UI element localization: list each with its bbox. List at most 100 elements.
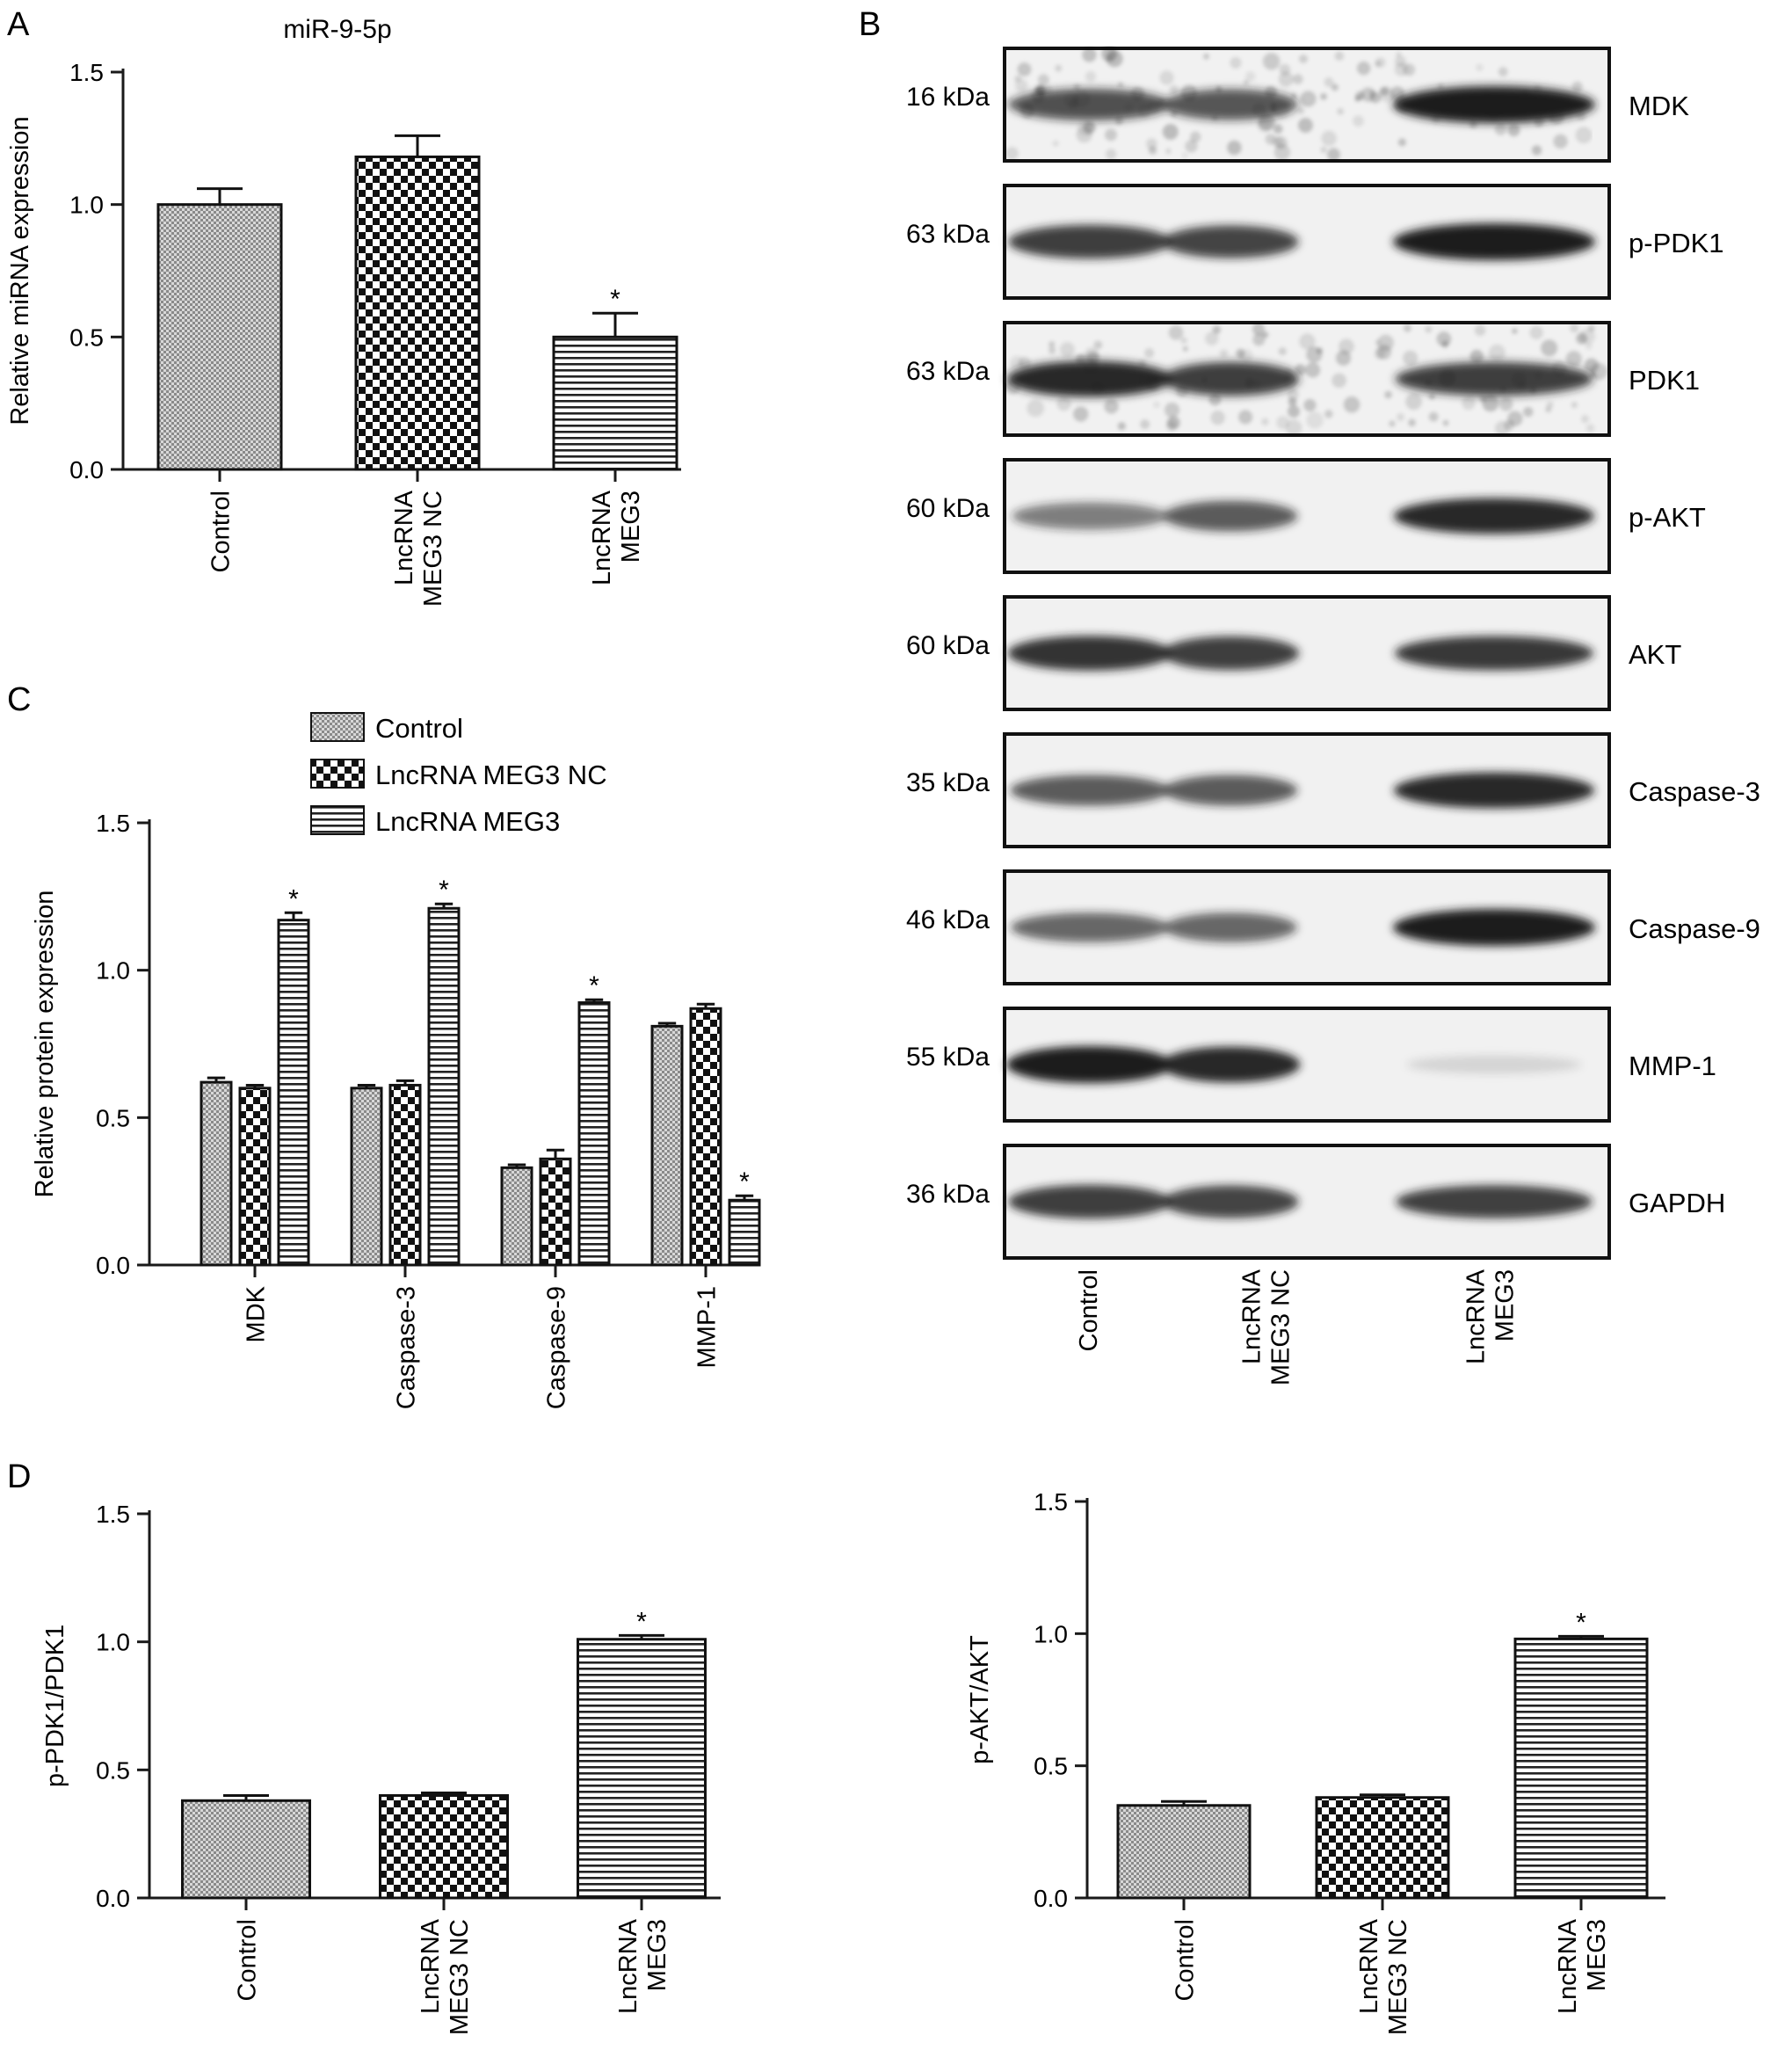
x-tick-label: MMP-1 <box>693 1286 721 1368</box>
x-tick-label: LncRNA <box>588 490 616 585</box>
blot-noise-speck <box>1405 393 1422 411</box>
blot-noise-speck <box>1384 390 1392 399</box>
blot-noise-speck <box>1238 410 1253 425</box>
blot-band <box>1164 912 1297 942</box>
bar-0 <box>181 1799 311 1900</box>
x-tick-label: Caspase-3 <box>392 1286 420 1409</box>
blot-noise-speck <box>1396 51 1402 58</box>
significance-mark: * <box>739 1167 750 1196</box>
blot-noise-speck <box>1085 347 1099 361</box>
y-tick-label: 0.0 <box>96 1252 130 1279</box>
blot-noise-speck <box>1300 91 1317 107</box>
blot-band <box>1161 361 1300 396</box>
blot-band <box>1007 636 1172 671</box>
y-tick-label: 0.5 <box>96 1104 130 1131</box>
blot-protein-label: PDK1 <box>1629 365 1700 396</box>
blot-noise-speck <box>1278 71 1294 87</box>
blot-noise-speck <box>1261 331 1269 338</box>
blot-band <box>1006 360 1173 397</box>
blot-noise-speck <box>1576 332 1588 345</box>
blot-noise-speck <box>1375 60 1382 68</box>
blot-noise-speck <box>1320 146 1327 154</box>
blot-noise-speck <box>1117 82 1124 88</box>
blot-noise-speck <box>1553 134 1568 149</box>
blot-noise-speck <box>1059 342 1075 358</box>
blot-band <box>1010 774 1170 806</box>
blot-band <box>1163 500 1298 532</box>
blot-noise-speck <box>1165 148 1172 154</box>
blot-band <box>1393 498 1595 534</box>
blot-noise-speck <box>1056 396 1071 411</box>
blot-noise-speck <box>1324 76 1334 87</box>
blot-noise-speck <box>1037 74 1049 86</box>
bar-2 <box>1513 1637 1649 1900</box>
blot-noise-speck <box>1208 393 1222 406</box>
blot-noise-speck <box>1168 325 1184 340</box>
y-tick-label: 1.5 <box>96 810 130 837</box>
blot-noise-speck <box>1292 74 1303 84</box>
blot-noise-speck <box>1494 123 1507 135</box>
blot-band <box>1393 223 1595 260</box>
blot-noise-speck <box>1531 145 1542 156</box>
blot-noise-speck <box>1437 83 1444 90</box>
x-tick-label: Control <box>207 491 235 573</box>
panel-letter-c: C <box>7 681 31 718</box>
y-tick-label: 1.5 <box>1034 1488 1068 1516</box>
y-tick-label: 1.0 <box>69 192 104 219</box>
blot-noise-speck <box>1376 345 1392 360</box>
y-tick-label: 1.0 <box>96 957 130 985</box>
blot-noise-speck <box>1331 373 1346 389</box>
x-tick-label: LncRNA <box>614 1918 642 2014</box>
bar-0-1 <box>350 1087 383 1267</box>
blot-band <box>1009 89 1171 120</box>
blot-noise-speck <box>1529 325 1543 340</box>
blot-noise-speck <box>1288 405 1301 418</box>
blot-noise-speck <box>1585 424 1595 433</box>
bar-1 <box>354 155 481 471</box>
chart-c-protein-expression: 0.0 0.5 1.0 1.5 Relative protein expression *… <box>31 712 761 1409</box>
blot-noise-speck <box>1303 398 1317 412</box>
blot-noise-speck <box>1169 84 1179 95</box>
blot-noise-speck <box>1442 419 1449 426</box>
blot-noise-speck <box>1375 339 1381 345</box>
blot-noise-speck <box>1272 136 1283 148</box>
blot-noise-speck <box>1299 333 1316 350</box>
blot-noise-speck <box>1523 406 1534 418</box>
x-tick-label: MEG3 NC <box>446 1919 474 2035</box>
blot-noise-speck <box>1403 350 1419 366</box>
blot-lane-label: LncRNA <box>1462 1269 1491 1364</box>
blot-noise-speck <box>1085 70 1097 83</box>
panel-letter-b: B <box>859 6 881 43</box>
legend-swatch <box>310 805 365 835</box>
blot-size-label: 55 kDa <box>906 1043 990 1072</box>
blot-noise-speck <box>1104 128 1117 142</box>
y-tick-label: 1.5 <box>96 1501 130 1528</box>
blot-noise-speck <box>1396 412 1405 421</box>
blot-size-label: 63 kDa <box>906 357 990 386</box>
blot-noise-speck <box>1428 393 1435 400</box>
bar-1-0 <box>238 1087 272 1267</box>
blot-noise-speck <box>1230 56 1242 69</box>
blot-noise-speck <box>1244 71 1256 82</box>
blot-noise-speck <box>1049 346 1056 354</box>
blot-noise-speck <box>1185 140 1198 153</box>
blot-noise-speck <box>1257 117 1273 133</box>
blot-noise-speck <box>1212 325 1222 334</box>
y-tick-label: 1.5 <box>69 59 104 86</box>
blot-row-p-akt: 60 kDa p-AKT <box>906 458 1706 574</box>
x-tick-label: LncRNA <box>390 490 418 585</box>
chart-a-mir-9-5p: miR-9-5p 0.0 0.5 1.0 1.5 Relative miRNA expr… <box>6 15 681 607</box>
x-tick-label: LncRNA <box>1554 1918 1582 2014</box>
bar-2-0 <box>277 919 310 1267</box>
bar-2-2 <box>577 1001 611 1267</box>
blot-noise-speck <box>1009 355 1024 370</box>
bar-2 <box>552 335 678 471</box>
blot-noise-speck <box>1389 420 1396 427</box>
western-blot-panel: 16 kDa MDK 63 kDa p-PDK1 63 kDa PDK1 60 kDa p-A… <box>906 46 1760 1385</box>
blot-noise-speck <box>1565 351 1582 367</box>
x-tick-label: MEG3 <box>1583 1919 1611 1991</box>
blot-row-akt: 60 kDa AKT <box>906 595 1681 711</box>
blot-noise-speck <box>1082 47 1097 62</box>
panel-letter-a: A <box>7 6 30 43</box>
